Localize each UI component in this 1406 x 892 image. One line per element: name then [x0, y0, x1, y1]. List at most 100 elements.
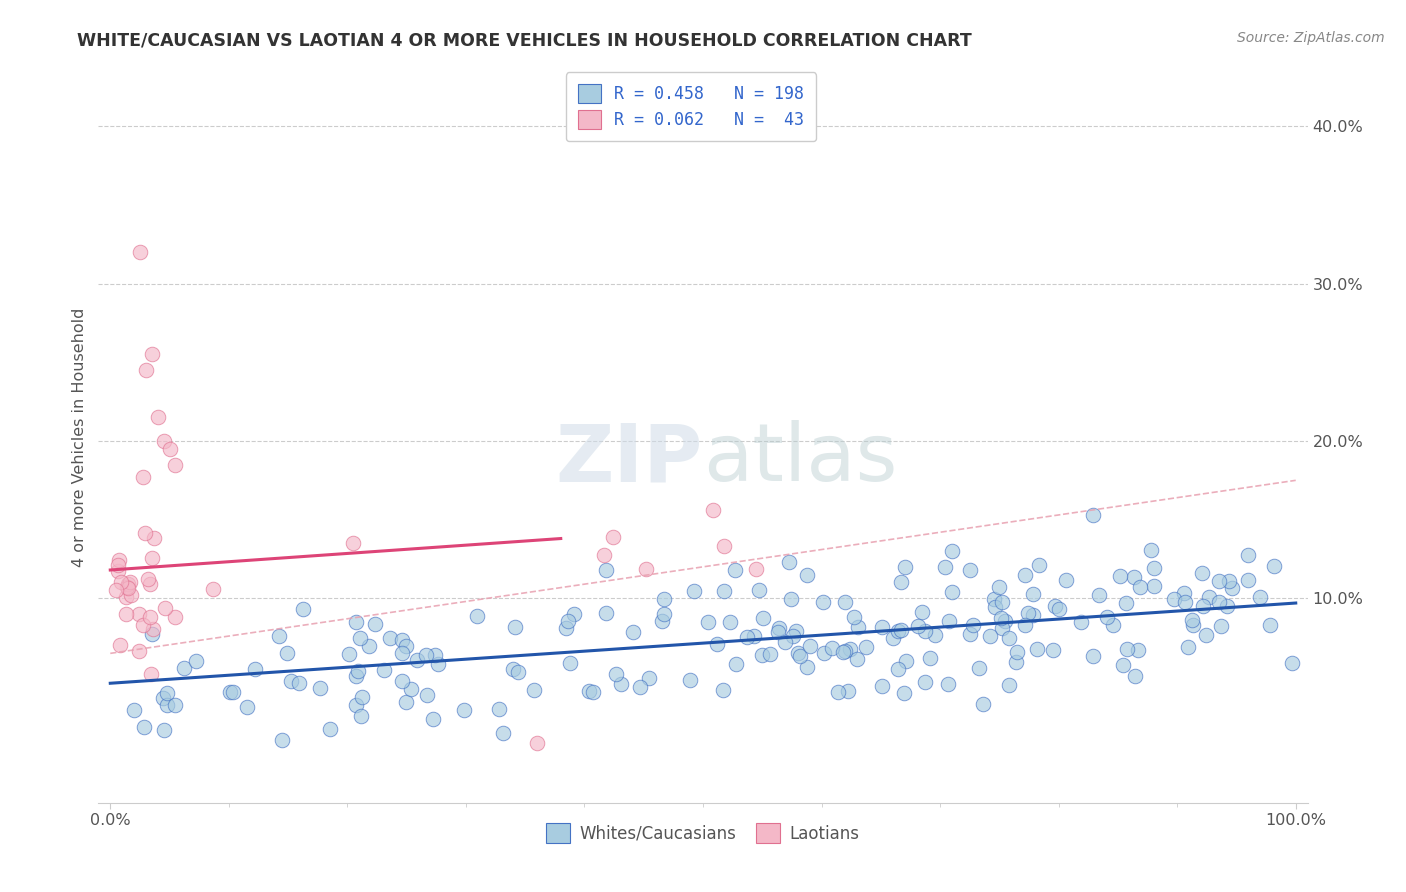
Point: [1081, 508, 1104, 522]
Point: [415, 648, 437, 662]
Point: [1115, 596, 1137, 610]
Point: [115, 607, 138, 621]
Point: [136, 572, 159, 586]
Point: [105, 582, 128, 597]
Point: [401, 681, 423, 696]
Point: [235, 700, 257, 714]
Point: [652, 592, 675, 607]
Point: [962, 618, 984, 632]
Point: [1047, 602, 1070, 616]
Point: [560, 656, 582, 670]
Point: [1249, 590, 1271, 604]
Point: [222, 685, 245, 699]
Point: [638, 671, 661, 685]
Point: [796, 660, 818, 674]
Point: [415, 689, 437, 703]
Point: [141, 627, 163, 641]
Point: [523, 683, 546, 698]
Point: [941, 544, 963, 558]
Point: [1017, 607, 1039, 621]
Point: [342, 535, 364, 549]
Point: [1042, 643, 1064, 657]
Point: [907, 619, 929, 633]
Point: [141, 347, 163, 361]
Point: [1102, 618, 1125, 632]
Point: [422, 712, 444, 726]
Point: [243, 663, 266, 677]
Point: [557, 614, 579, 628]
Point: [562, 607, 585, 622]
Point: [503, 620, 526, 634]
Point: [780, 592, 803, 607]
Point: [555, 621, 578, 635]
Point: [350, 709, 373, 723]
Y-axis label: 4 or more Vehicles in Household: 4 or more Vehicles in Household: [72, 308, 87, 566]
Point: [1173, 586, 1195, 600]
Point: [924, 628, 946, 642]
Point: [959, 563, 981, 577]
Point: [834, 595, 856, 609]
Point: [378, 631, 401, 645]
Point: [979, 629, 1001, 643]
Point: [488, 702, 510, 716]
Point: [967, 661, 990, 675]
Point: [1163, 592, 1185, 607]
Point: [725, 657, 748, 672]
Point: [813, 646, 835, 660]
Point: [337, 647, 360, 661]
Point: [998, 631, 1021, 645]
Point: [115, 580, 138, 594]
Point: [1004, 655, 1026, 669]
Point: [128, 607, 150, 621]
Point: [782, 629, 804, 643]
Point: [724, 563, 747, 577]
Point: [115, 591, 138, 605]
Point: [309, 681, 332, 695]
Point: [107, 553, 129, 567]
Point: [423, 648, 446, 662]
Point: [270, 732, 292, 747]
Point: [628, 680, 651, 694]
Point: [139, 666, 162, 681]
Point: [156, 698, 179, 712]
Point: [152, 434, 174, 448]
Point: [887, 662, 910, 676]
Point: [1208, 574, 1230, 588]
Point: [886, 624, 908, 638]
Point: [142, 623, 165, 637]
Point: [146, 410, 169, 425]
Point: [344, 615, 367, 630]
Point: [107, 558, 129, 572]
Point: [610, 677, 633, 691]
Point: [395, 695, 418, 709]
Point: [1095, 609, 1118, 624]
Point: [1195, 628, 1218, 642]
Point: [679, 673, 702, 687]
Point: [894, 560, 917, 574]
Point: [634, 561, 657, 575]
Point: [582, 685, 605, 699]
Point: [110, 575, 132, 590]
Point: [163, 609, 186, 624]
Point: [135, 363, 157, 377]
Point: [605, 666, 627, 681]
Text: Source: ZipAtlas.com: Source: ZipAtlas.com: [1237, 31, 1385, 45]
Point: [890, 575, 912, 590]
Point: [129, 245, 152, 260]
Point: [128, 644, 150, 658]
Point: [346, 665, 368, 679]
Point: [291, 601, 314, 615]
Point: [344, 669, 367, 683]
Point: [742, 629, 765, 643]
Point: [453, 703, 475, 717]
Point: [697, 615, 720, 629]
Point: [855, 640, 877, 654]
Point: [276, 646, 298, 660]
Point: [911, 605, 934, 619]
Point: [280, 673, 302, 688]
Point: [134, 721, 156, 735]
Point: [107, 565, 129, 579]
Point: [120, 574, 142, 589]
Point: [288, 676, 311, 690]
Point: [1026, 642, 1049, 657]
